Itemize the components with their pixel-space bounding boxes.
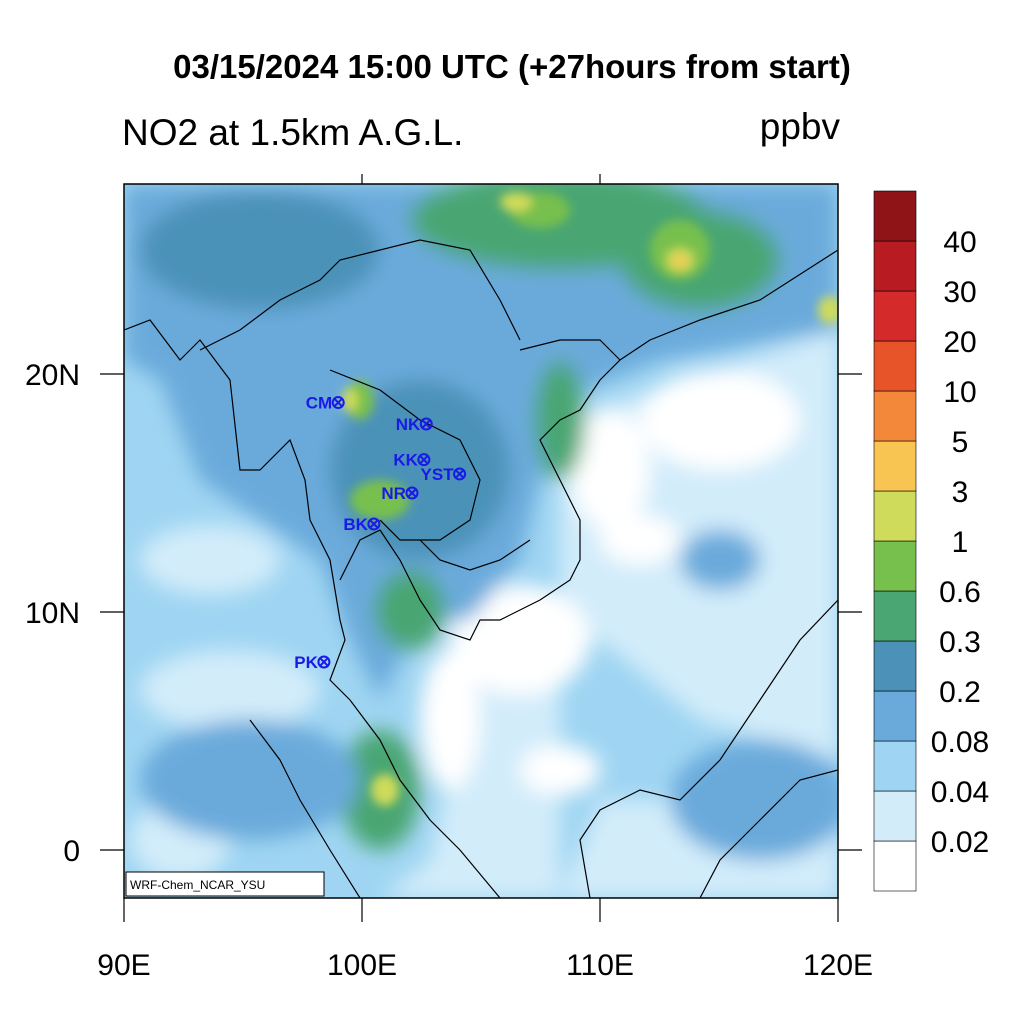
- colorbar-bin: [873, 590, 917, 642]
- axis-ticks: [100, 174, 862, 922]
- colorbar-level-label: 0.08: [931, 726, 989, 759]
- station-marker-icon: [405, 486, 419, 500]
- lon-label-120e: 120E: [803, 949, 873, 982]
- colorbar-level-label: 30: [943, 276, 976, 309]
- model-credit: WRF-Chem_NCAR_YSU: [130, 878, 265, 892]
- colorbar-bin: [873, 840, 917, 892]
- station-yst: YST: [421, 465, 467, 484]
- lat-label-20n: 20N: [25, 359, 80, 392]
- colorbar-level-label: 0.3: [939, 626, 981, 659]
- variable-label: NO2 at 1.5km A.G.L.: [122, 112, 464, 153]
- colorbar-level-label: 1: [952, 526, 969, 559]
- station-nr: NR: [381, 484, 419, 503]
- station-marker-icon: [419, 417, 433, 431]
- colorbar-bin: [873, 440, 917, 492]
- lat-label-0: 0: [63, 835, 80, 868]
- colorbar-bin: [873, 240, 917, 292]
- colorbar-bin: [873, 490, 917, 542]
- station-label: CM: [306, 394, 332, 413]
- colorbar-bin: [873, 540, 917, 592]
- station-label: KK: [393, 451, 418, 470]
- colorbar-level-label: 0.04: [931, 776, 989, 809]
- lon-label-110e: 110E: [566, 949, 634, 982]
- colorbar-level-label: 0.6: [939, 576, 981, 609]
- colorbar-bin: [873, 340, 917, 392]
- colorbar-level-label: 0.2: [939, 676, 981, 709]
- colorbar-bin: [873, 690, 917, 742]
- colorbar-bin: [873, 740, 917, 792]
- station-marker-icon: [317, 655, 331, 669]
- colorbar-level-label: 10: [943, 376, 976, 409]
- station-label: NK: [396, 415, 421, 434]
- colorbar-level-label: 3: [952, 476, 969, 509]
- colorbar: 0.02 0.04 0.08 0.2 0.3 0.6 1 3 5 10 20 30 40: [873, 190, 989, 892]
- coastlines: [124, 239, 838, 898]
- colorbar-bin: [873, 190, 917, 242]
- station-label: PK: [294, 653, 318, 672]
- station-cm: CM: [306, 394, 345, 413]
- credit-box: [125, 871, 325, 897]
- colorbar-level-label: 20: [943, 326, 976, 359]
- station-kk: KK: [393, 451, 431, 470]
- colorbar-level-label: 40: [943, 226, 976, 259]
- station-label: NR: [381, 484, 406, 503]
- colorbar-bin: [873, 290, 917, 342]
- colorbar-bin: [873, 640, 917, 692]
- colorbar-bin: [873, 390, 917, 442]
- station-label: BK: [343, 515, 368, 534]
- station-bk: BK: [343, 515, 381, 534]
- station-marker-icon: [417, 453, 431, 467]
- station-pk: PK: [294, 653, 331, 672]
- colorbar-level-label: 0.02: [931, 826, 989, 859]
- lon-label-100e: 100E: [327, 949, 397, 982]
- station-marker-icon: [453, 467, 467, 481]
- map-frame: [123, 183, 839, 899]
- units-label: ppbv: [759, 106, 840, 147]
- no2-field: [124, 184, 838, 898]
- station-label: YST: [421, 465, 455, 484]
- colorbar-level-label: 5: [952, 426, 969, 459]
- station-marker-icon: [367, 517, 381, 531]
- colorbar-bin: [873, 790, 917, 842]
- station-nk: NK: [396, 415, 433, 434]
- map-title: 03/15/2024 15:00 UTC (+27hours from star…: [173, 48, 851, 85]
- station-marker-icon: [331, 396, 345, 410]
- lat-label-10n: 10N: [25, 597, 80, 630]
- lon-label-90e: 90E: [97, 949, 150, 982]
